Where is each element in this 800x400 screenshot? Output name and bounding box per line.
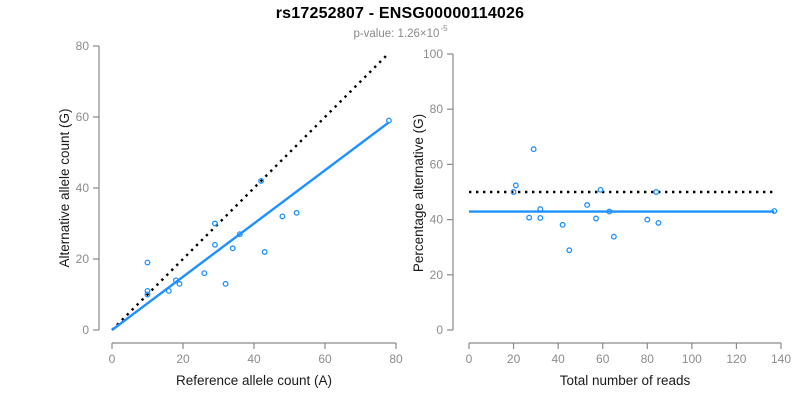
y-axis-title: Percentage alternative (G)	[411, 114, 426, 272]
data-point-circle	[606, 208, 613, 215]
pvalue-exponent: -5	[440, 24, 448, 33]
data-point-circle	[610, 233, 617, 240]
x-axis-tick-label: 140	[771, 352, 791, 366]
x-axis-title: Total number of reads	[560, 373, 691, 388]
data-point-circle	[653, 189, 660, 195]
y-axis-tick-label: 100	[423, 47, 443, 61]
data-point-circle	[597, 186, 604, 193]
pvalue-text: p-value: 1.26×10	[353, 27, 440, 40]
data-point-circle	[201, 270, 208, 277]
data-point-circle	[211, 241, 218, 248]
page-title: rs17252807 - ENSG00000114026	[275, 5, 525, 22]
data-point-circle	[537, 206, 544, 213]
x-axis-tick-label: 40	[551, 352, 565, 366]
data-point-circle	[172, 277, 179, 284]
data-point-circle	[510, 189, 517, 195]
data-point-circle	[526, 214, 533, 221]
data-point-circle	[211, 220, 218, 227]
data-point-circle	[144, 288, 151, 294]
data-point-circle	[165, 288, 172, 294]
y-axis-tick-label: 60	[430, 157, 444, 171]
y-axis-tick-label: 60	[76, 110, 90, 124]
y-axis-tick-label: 40	[76, 181, 90, 195]
x-axis-tick-label: 60	[318, 352, 332, 366]
x-axis-tick-label: 80	[641, 352, 655, 366]
data-point-circle	[771, 208, 778, 214]
x-axis-tick-label: 80	[389, 352, 403, 366]
fit-line	[111, 121, 390, 331]
data-point-circle	[559, 221, 566, 228]
y-axis-title: Alternative allele count (G)	[57, 108, 72, 267]
x-axis-title: Reference allele count (A)	[176, 373, 332, 388]
data-point-circle	[644, 216, 651, 223]
data-point-circle	[176, 280, 183, 287]
data-point-circle	[236, 231, 243, 238]
data-point-circle	[593, 215, 599, 222]
x-axis-tick-label: 60	[596, 352, 610, 366]
x-axis-tick-label: 0	[109, 352, 116, 366]
data-point-circle	[261, 248, 268, 255]
data-point-circle	[655, 219, 662, 226]
data-point-circle	[293, 209, 300, 216]
y-axis-tick-label: 80	[430, 102, 444, 116]
data-point-circle	[584, 202, 591, 208]
x-axis-tick-label: 40	[247, 352, 261, 366]
data-point-circle	[258, 177, 265, 184]
data-point-circle	[512, 182, 519, 189]
data-point-circle	[229, 245, 236, 252]
y-axis-tick-label: 20	[430, 268, 444, 282]
data-point-circle	[279, 213, 286, 220]
x-axis-tick-label: 120	[726, 352, 746, 366]
identity-line	[111, 54, 388, 331]
pvalue-subtitle: p-value: 1.26×10-5	[0, 24, 800, 40]
data-point-circle	[537, 214, 544, 221]
data-point-circle	[222, 280, 229, 287]
y-axis-tick-label: 0	[436, 323, 443, 337]
data-point-circle	[385, 117, 392, 124]
data-point-circle	[530, 146, 537, 153]
data-point-circle	[144, 291, 151, 298]
x-axis-tick-label: 0	[466, 352, 473, 366]
y-axis-tick-label: 40	[430, 213, 444, 227]
x-axis-tick-label: 20	[507, 352, 521, 366]
data-point-circle	[144, 259, 151, 266]
y-axis-tick-label: 80	[76, 39, 90, 53]
x-axis-tick-label: 20	[176, 352, 190, 366]
y-axis-tick-label: 20	[76, 252, 90, 266]
y-axis-tick-label: 0	[82, 323, 89, 337]
x-axis-tick-label: 100	[682, 352, 702, 366]
data-point-circle	[566, 247, 573, 254]
